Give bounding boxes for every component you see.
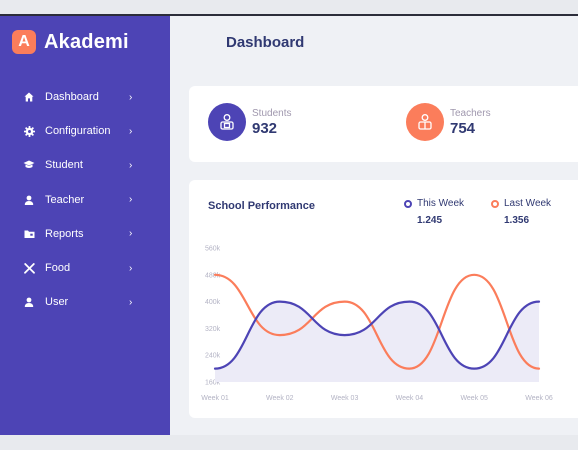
chevron-right-icon: › bbox=[129, 159, 133, 171]
chevron-right-icon: › bbox=[129, 296, 133, 308]
sidebar: A Akademi Dashboard › bbox=[0, 16, 170, 435]
sidebar-item-label: Food bbox=[45, 262, 71, 275]
sidebar-item-label: Configuration bbox=[45, 125, 111, 138]
app-name: Akademi bbox=[44, 30, 129, 53]
performance-card: 160k 240k 320k 400k 480k 560k Week 01 Week 02 We… bbox=[189, 180, 578, 418]
folder-icon bbox=[22, 229, 36, 239]
stat-value: 932 bbox=[252, 119, 278, 137]
data-point[interactable] bbox=[537, 367, 540, 370]
x-tick-label: Week 05 bbox=[460, 395, 488, 402]
data-point[interactable] bbox=[537, 300, 540, 303]
sidebar-item-teacher[interactable]: Teacher › bbox=[0, 183, 170, 217]
utensils-icon bbox=[22, 262, 36, 274]
chevron-right-icon: › bbox=[129, 194, 133, 206]
window-frame-top bbox=[0, 0, 578, 16]
stat-value: 754 bbox=[450, 119, 476, 137]
user-icon bbox=[22, 297, 36, 308]
app-logo[interactable]: A Akademi bbox=[12, 30, 129, 54]
legend-last-week[interactable]: Last Week 1.356 bbox=[491, 198, 551, 226]
performance-chart: 160k 240k 320k 400k 480k 560k Week 01 Week 02 We… bbox=[201, 246, 553, 403]
page-title: Dashboard bbox=[226, 34, 305, 51]
legend-dot bbox=[491, 199, 499, 208]
data-point[interactable] bbox=[278, 334, 281, 337]
data-point[interactable] bbox=[278, 300, 281, 303]
x-tick-label: Week 03 bbox=[331, 395, 359, 402]
stats-card: Students 932 Teachers 754 bbox=[189, 86, 578, 162]
y-tick-label: 480k bbox=[205, 272, 221, 279]
graduation-cap-icon bbox=[22, 160, 36, 170]
series-area-this-week bbox=[215, 301, 539, 382]
stat-students[interactable]: Students 932 bbox=[208, 103, 291, 141]
home-icon bbox=[22, 92, 36, 102]
data-point[interactable] bbox=[473, 273, 476, 276]
data-point[interactable] bbox=[408, 367, 411, 370]
chevron-right-icon: › bbox=[129, 262, 133, 274]
x-tick-label: Week 02 bbox=[266, 395, 294, 402]
legend-value: 1.356 bbox=[504, 215, 530, 226]
teacher-icon bbox=[406, 103, 444, 141]
data-point[interactable] bbox=[213, 273, 216, 276]
logo-icon: A bbox=[12, 30, 36, 54]
sidebar-item-label: Reports bbox=[45, 227, 84, 240]
y-tick-label: 400k bbox=[205, 299, 221, 306]
sidebar-item-configuration[interactable]: Configuration › bbox=[0, 114, 170, 148]
sidebar-nav: Dashboard › Configuration › bbox=[0, 80, 170, 319]
legend-label: This Week bbox=[417, 198, 465, 209]
sidebar-item-label: User bbox=[45, 296, 69, 309]
x-tick-label: Week 04 bbox=[396, 395, 424, 402]
data-point[interactable] bbox=[343, 334, 346, 337]
data-point[interactable] bbox=[343, 300, 346, 303]
stat-label: Students bbox=[252, 107, 292, 119]
legend-label: Last Week bbox=[504, 198, 552, 209]
x-tick-label: Week 06 bbox=[525, 395, 553, 402]
sidebar-item-student[interactable]: Student › bbox=[0, 148, 170, 182]
data-point[interactable] bbox=[473, 367, 476, 370]
user-icon bbox=[22, 195, 36, 205]
y-tick-label: 320k bbox=[205, 326, 221, 333]
y-tick-label: 160k bbox=[205, 380, 221, 387]
legend-value: 1.245 bbox=[417, 215, 443, 226]
sidebar-item-dashboard[interactable]: Dashboard › bbox=[0, 80, 170, 114]
y-tick-label: 240k bbox=[205, 353, 221, 360]
sidebar-item-user[interactable]: User › bbox=[0, 285, 170, 319]
window-frame-bottom bbox=[0, 435, 578, 450]
gear-icon bbox=[22, 125, 36, 137]
series-line-last-week[interactable] bbox=[213, 273, 541, 370]
data-point[interactable] bbox=[213, 367, 216, 370]
data-point[interactable] bbox=[408, 300, 411, 303]
stat-label: Teachers bbox=[450, 107, 491, 119]
sidebar-item-label: Dashboard bbox=[45, 91, 99, 104]
legend-dot bbox=[404, 199, 412, 208]
legend-this-week[interactable]: This Week 1.245 bbox=[404, 198, 464, 226]
sidebar-item-label: Teacher bbox=[45, 193, 85, 206]
window-frame-line bbox=[0, 14, 578, 16]
sidebar-item-food[interactable]: Food › bbox=[0, 251, 170, 285]
chevron-right-icon: › bbox=[129, 125, 133, 137]
chart-title: School Performance bbox=[208, 200, 315, 212]
sidebar-item-label: Student bbox=[45, 159, 83, 172]
chevron-right-icon: › bbox=[129, 91, 133, 103]
x-tick-label: Week 01 bbox=[201, 395, 229, 402]
sidebar-item-reports[interactable]: Reports › bbox=[0, 217, 170, 251]
y-tick-label: 560k bbox=[205, 246, 221, 253]
series-line-this-week[interactable] bbox=[213, 300, 541, 370]
student-icon bbox=[208, 103, 246, 141]
stat-teachers[interactable]: Teachers 754 bbox=[406, 103, 491, 141]
chevron-right-icon: › bbox=[129, 228, 133, 240]
main-content: Dashboard Students 932 bbox=[170, 16, 578, 435]
